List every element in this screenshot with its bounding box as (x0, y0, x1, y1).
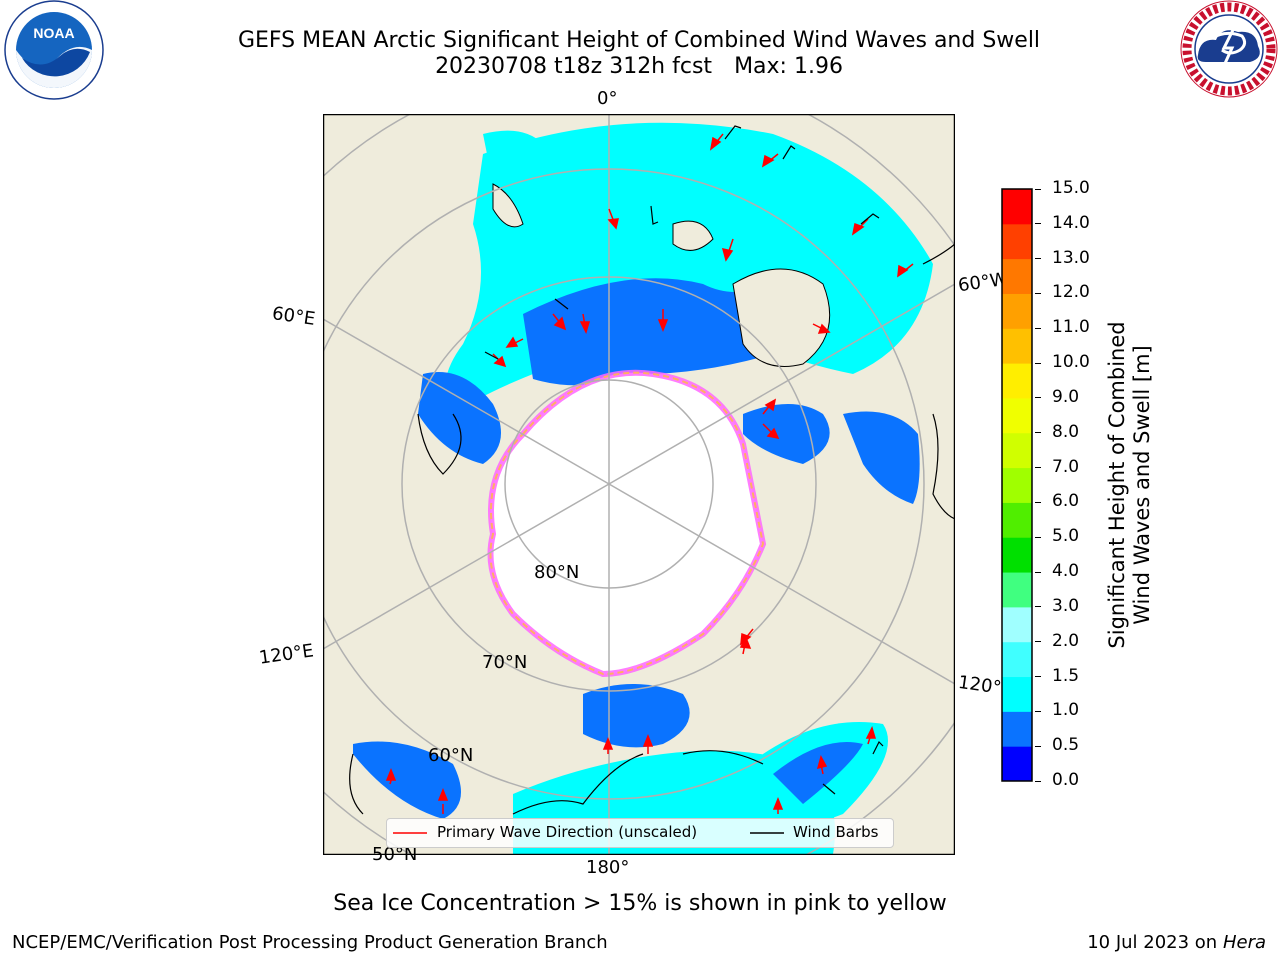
coastlines (349, 243, 955, 815)
colorbar-tick-mark (1035, 188, 1041, 190)
colorbar-segment (1002, 467, 1032, 503)
colorbar-tick-mark (1035, 397, 1041, 399)
map-legend: Primary Wave Direction (unscaled) Wind B… (386, 818, 894, 848)
forecast-date: 20230708 t18z 312h fcst (435, 54, 713, 79)
colorbar-segment (1002, 363, 1032, 399)
colorbar-tick-label: 6.0 (1052, 491, 1080, 512)
colorbar-tick-mark (1035, 745, 1041, 747)
colorbar-tick-label: 14.0 (1052, 212, 1090, 233)
lon-label-120e: 120°E (257, 640, 315, 669)
colorbar-segment (1002, 606, 1032, 643)
colorbar-tick-label: 10.0 (1052, 352, 1090, 373)
colorbar-tick-label: 0.0 (1052, 770, 1080, 790)
colorbar-label-line2: Wind Waves and Swell [m] (1130, 345, 1154, 625)
colorbar-label-line1: Significant Height of Combined (1105, 321, 1129, 649)
colorbar-tick-label: 11.0 (1052, 317, 1090, 338)
colorbar-segment (1002, 502, 1032, 538)
colorbar-segment (1002, 641, 1032, 678)
colorbar-frame (1001, 188, 1033, 782)
colorbar-tick-mark (1035, 467, 1041, 469)
colorbar-segment (1002, 537, 1032, 573)
colorbar-tick-mark (1035, 571, 1041, 573)
sea-ice (490, 372, 763, 674)
colorbar (1001, 188, 1033, 782)
colorbar-segment (1002, 397, 1032, 434)
max-value: Max: 1.96 (734, 54, 843, 79)
colorbar-tick-mark (1035, 780, 1041, 782)
barents-waves (523, 274, 801, 386)
colorbar-tick-mark (1035, 606, 1041, 608)
lat-label-60n: 60°N (428, 745, 474, 766)
colorbar-segment (1002, 746, 1032, 782)
okhotsk-waves (353, 741, 461, 819)
lon-label-0: 0° (597, 88, 618, 109)
colorbar-tick-mark (1035, 710, 1041, 712)
colorbar-tick-mark (1035, 223, 1041, 225)
colorbar-tick-label: 15.0 (1052, 178, 1090, 198)
lat-label-70n: 70°N (482, 652, 528, 673)
wind-barbs (484, 125, 884, 795)
colorbar-segment (1002, 676, 1032, 712)
colorbar-tick-label: 3.0 (1052, 595, 1080, 616)
footer-branch: NCEP/EMC/Verification Post Processing Pr… (12, 932, 608, 953)
noaa-logo-text: NOAA (33, 25, 74, 41)
colorbar-segment (1002, 328, 1032, 364)
nws-logo (1180, 0, 1278, 98)
colorbar-tick-label: 4.0 (1052, 561, 1080, 582)
chart-subtitle: 20230708 t18z 312h fcst Max: 1.96 (0, 54, 1279, 80)
map-frame (323, 114, 955, 855)
colorbar-tick-mark (1035, 258, 1041, 260)
colorbar-segment (1002, 711, 1032, 747)
legend-wind-barbs: Wind Barbs (793, 823, 879, 841)
polar-map (323, 114, 955, 855)
colorbar-segment (1002, 572, 1032, 608)
colorbar-tick-mark (1035, 536, 1041, 538)
colorbar-segment (1002, 293, 1032, 329)
colorbar-tick-mark (1035, 327, 1041, 329)
colorbar-segment (1002, 432, 1032, 469)
colorbar-tick-label: 13.0 (1052, 247, 1090, 268)
colorbar-label: Significant Height of Combined Wind Wave… (1105, 321, 1155, 648)
colorbar-tick-mark (1035, 641, 1041, 643)
colorbar-tick-label: 1.0 (1052, 700, 1080, 721)
colorbar-tick-label: 2.0 (1052, 630, 1080, 651)
footer-host: Hera (1222, 932, 1266, 953)
noaa-logo: NOAA (4, 0, 104, 100)
colorbar-tick-label: 8.0 (1052, 421, 1080, 442)
colorbar-segment (1002, 189, 1032, 225)
graticule (323, 114, 955, 855)
colorbar-tick-mark (1035, 362, 1041, 364)
colorbar-tick-label: 1.5 (1052, 665, 1080, 686)
colorbar-tick-label: 5.0 (1052, 526, 1080, 547)
colorbar-tick-label: 12.0 (1052, 282, 1090, 303)
lat-label-80n: 80°N (534, 562, 580, 583)
footer-date: 10 Jul 2023 on Hera (1087, 932, 1266, 953)
colorbar-tick-mark (1035, 292, 1041, 294)
colorbar-tick-label: 9.0 (1052, 386, 1080, 407)
colorbar-segment (1002, 223, 1032, 260)
lon-label-60e: 60°E (270, 303, 317, 330)
lat-label-50n: 50°N (372, 844, 418, 865)
colorbar-segment (1002, 258, 1032, 294)
footer-date-text: 10 Jul 2023 on (1087, 932, 1223, 953)
lon-label-180: 180° (586, 857, 630, 878)
colorbar-tick-mark (1035, 432, 1041, 434)
chart-title: GEFS MEAN Arctic Significant Height of C… (237, 28, 1041, 53)
colorbar-tick-mark (1035, 676, 1041, 678)
colorbar-tick-mark (1035, 501, 1041, 503)
legend-wave-direction: Primary Wave Direction (unscaled) (437, 823, 698, 841)
sea-ice-note: Sea Ice Concentration > 15% is shown in … (333, 891, 947, 916)
colorbar-tick-label: 0.5 (1052, 735, 1080, 756)
colorbar-tick-label: 7.0 (1052, 456, 1080, 477)
wave-direction-arrows (385, 133, 914, 814)
